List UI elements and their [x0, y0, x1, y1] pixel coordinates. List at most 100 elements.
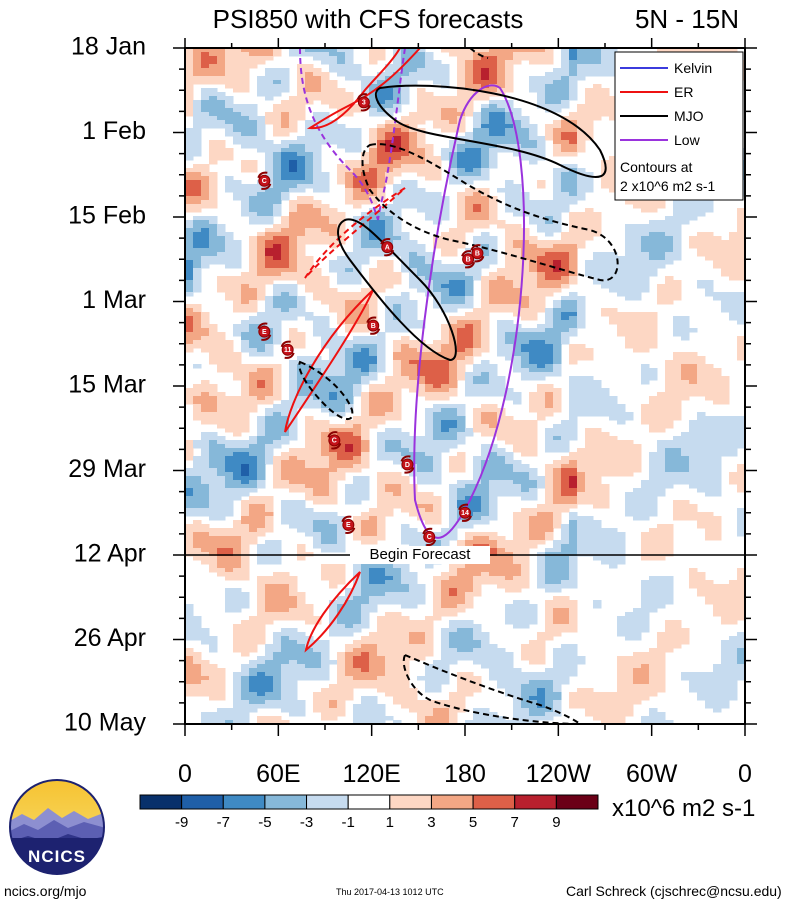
field-cell [569, 128, 578, 133]
field-cell [545, 352, 554, 357]
field-cell [537, 240, 546, 245]
field-cell [473, 428, 482, 433]
field-cell [297, 344, 306, 349]
field-cell [305, 132, 314, 137]
field-cell [185, 440, 194, 445]
field-cell [353, 464, 362, 469]
field-cell [585, 124, 594, 129]
field-cell [465, 384, 474, 389]
field-cell [209, 468, 218, 473]
field-cell [737, 228, 745, 233]
field-cell [353, 328, 362, 333]
field-cell [737, 312, 745, 317]
field-cell [529, 312, 538, 317]
field-cell [409, 308, 418, 313]
field-cell [617, 292, 626, 297]
field-cell [537, 88, 546, 93]
field-cell [409, 140, 418, 145]
field-cell [201, 312, 210, 317]
field-cell [345, 96, 354, 101]
field-cell [641, 208, 650, 213]
field-cell [297, 232, 306, 237]
field-cell [513, 440, 522, 445]
field-cell [273, 320, 282, 325]
field-cell [385, 172, 394, 177]
field-cell [609, 180, 618, 185]
field-cell [329, 424, 338, 429]
field-cell [545, 208, 554, 213]
field-cell [201, 464, 210, 469]
field-cell [521, 440, 530, 445]
field-cell [297, 364, 306, 369]
field-cell [409, 364, 418, 369]
field-cell [665, 232, 674, 237]
field-cell [249, 256, 258, 261]
field-cell [425, 264, 434, 269]
field-cell [625, 224, 634, 229]
field-cell [545, 132, 554, 137]
field-cell [393, 188, 402, 193]
field-cell [593, 388, 602, 393]
field-cell [401, 312, 410, 317]
field-cell [545, 240, 554, 245]
field-cell [225, 188, 234, 193]
field-cell [577, 68, 586, 73]
field-cell [617, 464, 626, 469]
field-cell [377, 388, 386, 393]
field-cell [393, 64, 402, 69]
field-cell [185, 188, 194, 193]
field-cell [681, 460, 690, 465]
field-cell [297, 240, 306, 245]
field-cell [209, 236, 218, 241]
field-cell [505, 240, 514, 245]
field-cell [465, 284, 474, 289]
field-cell [593, 404, 602, 409]
field-cell [369, 208, 378, 213]
field-cell [337, 280, 346, 285]
field-cell [225, 296, 234, 301]
field-cell [473, 372, 482, 377]
field-cell [561, 100, 570, 105]
field-cell [577, 224, 586, 229]
field-cell [321, 92, 330, 97]
field-cell [297, 228, 306, 233]
field-cell [321, 464, 330, 469]
field-cell [553, 432, 562, 437]
field-cell [313, 228, 322, 233]
field-cell [505, 328, 514, 333]
field-cell [481, 68, 490, 73]
field-cell [329, 344, 338, 349]
field-cell [273, 292, 282, 297]
field-cell [601, 452, 610, 457]
field-cell [345, 468, 354, 473]
field-cell [297, 100, 306, 105]
field-cell [593, 448, 602, 453]
field-cell [481, 280, 490, 285]
field-cell [513, 224, 522, 229]
field-cell [569, 144, 578, 149]
field-cell [609, 112, 618, 117]
field-cell [521, 260, 530, 265]
field-cell [457, 332, 466, 337]
field-cell [369, 176, 378, 181]
field-cell [481, 452, 490, 457]
field-cell [297, 184, 306, 189]
field-cell [481, 424, 490, 429]
field-cell [681, 456, 690, 461]
field-cell [225, 468, 234, 473]
field-cell [505, 432, 514, 437]
field-cell [505, 416, 514, 421]
field-cell [561, 296, 570, 301]
field-cell [705, 432, 714, 437]
field-cell [305, 464, 314, 469]
field-cell [193, 388, 202, 393]
field-cell [625, 276, 634, 281]
field-cell [713, 292, 722, 297]
field-cell [529, 392, 538, 397]
field-cell [553, 472, 562, 477]
field-cell [497, 456, 506, 461]
field-cell [425, 292, 434, 297]
field-cell [193, 180, 202, 185]
field-cell [249, 284, 258, 289]
field-cell [353, 324, 362, 329]
